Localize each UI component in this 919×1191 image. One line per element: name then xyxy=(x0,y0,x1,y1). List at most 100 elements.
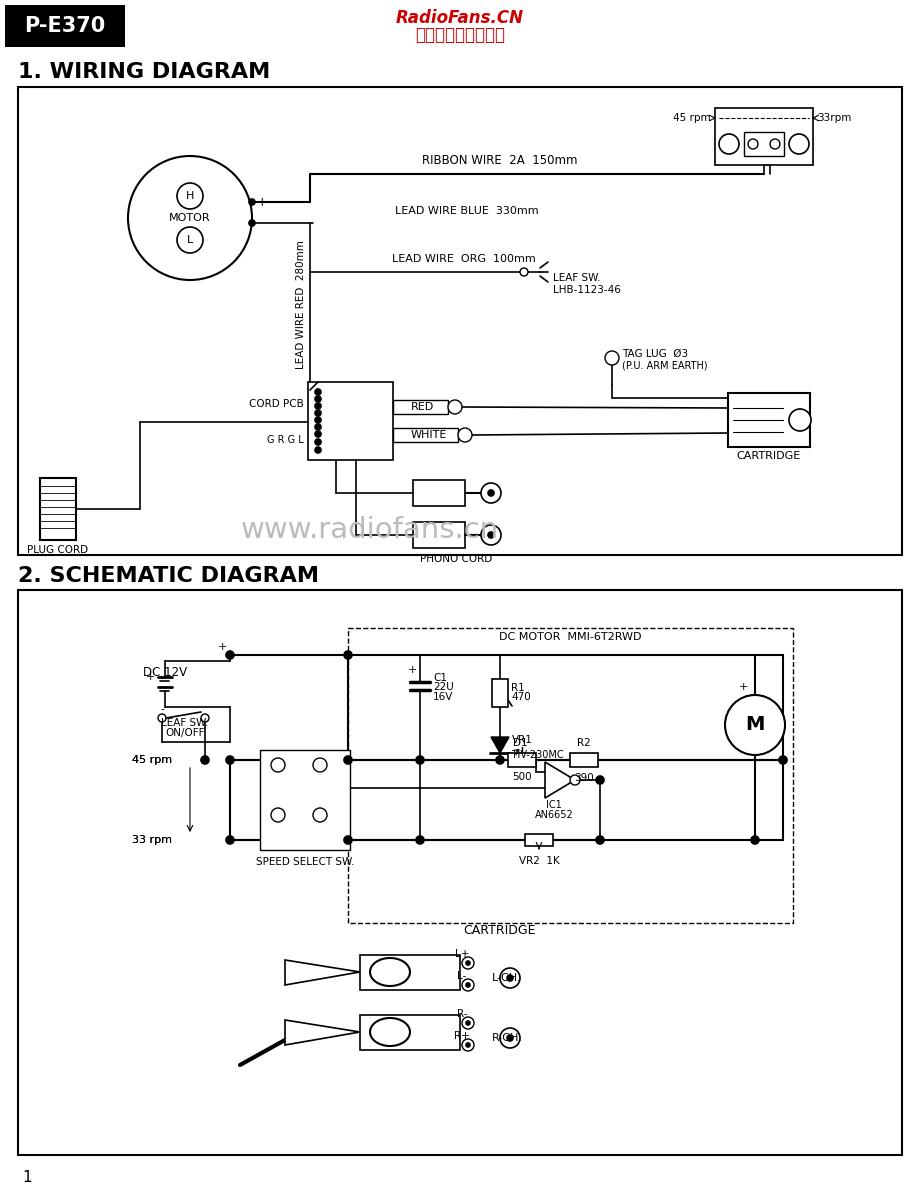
Circle shape xyxy=(314,403,321,409)
Bar xyxy=(308,382,392,460)
Text: L: L xyxy=(187,235,193,245)
Text: R-: R- xyxy=(456,1009,467,1019)
Bar xyxy=(392,428,458,442)
Text: 2. SCHEMATIC DIAGRAM: 2. SCHEMATIC DIAGRAM xyxy=(18,566,319,586)
Ellipse shape xyxy=(369,1018,410,1046)
Bar xyxy=(413,480,464,506)
Bar xyxy=(18,87,901,555)
Text: 45 rpm: 45 rpm xyxy=(131,755,172,765)
Circle shape xyxy=(314,395,321,403)
Text: R+: R+ xyxy=(454,1031,470,1041)
Text: RED: RED xyxy=(411,403,434,412)
Circle shape xyxy=(747,139,757,149)
Circle shape xyxy=(769,139,779,149)
Bar xyxy=(359,955,460,990)
Circle shape xyxy=(226,756,233,763)
Circle shape xyxy=(314,447,321,453)
Circle shape xyxy=(314,389,321,395)
Circle shape xyxy=(200,713,209,722)
Circle shape xyxy=(312,757,326,772)
Bar xyxy=(714,108,812,166)
Text: CARTRIDGE: CARTRIDGE xyxy=(463,923,536,936)
Circle shape xyxy=(448,400,461,414)
Circle shape xyxy=(724,696,784,755)
Circle shape xyxy=(226,651,233,659)
Circle shape xyxy=(249,220,255,226)
Text: 45 rpm: 45 rpm xyxy=(673,113,710,123)
Circle shape xyxy=(466,983,470,987)
Text: DC 12V: DC 12V xyxy=(142,666,187,679)
Circle shape xyxy=(719,135,738,154)
Bar xyxy=(525,834,552,846)
Text: RadioFans.CN: RadioFans.CN xyxy=(395,10,524,27)
Text: D1: D1 xyxy=(513,738,528,748)
Text: MOTOR: MOTOR xyxy=(169,213,210,223)
Text: VR2  1K: VR2 1K xyxy=(518,856,559,866)
Circle shape xyxy=(461,979,473,991)
Circle shape xyxy=(506,1035,513,1041)
Text: TAG LUG  Ø3: TAG LUG Ø3 xyxy=(621,349,687,358)
Text: CARTRIDGE: CARTRIDGE xyxy=(736,451,800,461)
Circle shape xyxy=(519,268,528,276)
Circle shape xyxy=(506,975,513,981)
Circle shape xyxy=(312,807,326,822)
Text: L+: L+ xyxy=(454,949,469,959)
Circle shape xyxy=(778,756,786,763)
Text: +: + xyxy=(407,665,416,675)
Circle shape xyxy=(605,351,618,364)
Text: C1: C1 xyxy=(433,673,447,682)
Text: +: + xyxy=(217,642,226,651)
Circle shape xyxy=(314,439,321,445)
Circle shape xyxy=(176,227,203,252)
Text: VR1: VR1 xyxy=(511,735,532,746)
Text: LEAD WIRE RED  280mm: LEAD WIRE RED 280mm xyxy=(296,241,306,369)
Ellipse shape xyxy=(369,958,410,986)
Circle shape xyxy=(481,525,501,545)
Circle shape xyxy=(314,417,321,423)
Text: www.radiofans.cn: www.radiofans.cn xyxy=(241,516,499,544)
Polygon shape xyxy=(491,737,508,753)
Text: SPEED SELECT SW.: SPEED SELECT SW. xyxy=(255,858,354,867)
Bar xyxy=(727,393,809,447)
Circle shape xyxy=(158,713,165,722)
Text: AN6652: AN6652 xyxy=(534,810,573,819)
Polygon shape xyxy=(544,762,574,798)
Text: LEAF SW.: LEAF SW. xyxy=(161,718,209,728)
Circle shape xyxy=(466,1043,470,1047)
Bar xyxy=(570,753,597,767)
Circle shape xyxy=(789,409,811,431)
Text: 33 rpm: 33 rpm xyxy=(131,835,172,844)
Text: 16V: 16V xyxy=(433,692,453,701)
Circle shape xyxy=(466,961,470,965)
Text: HV-230MC: HV-230MC xyxy=(513,750,563,760)
Circle shape xyxy=(596,777,604,784)
Text: +: + xyxy=(145,672,154,682)
Text: DC MOTOR  MMI-6T2RWD: DC MOTOR MMI-6T2RWD xyxy=(499,632,641,642)
Text: 390: 390 xyxy=(573,773,594,782)
Circle shape xyxy=(314,431,321,437)
Circle shape xyxy=(596,836,604,844)
Circle shape xyxy=(249,199,255,205)
Circle shape xyxy=(415,756,424,763)
Circle shape xyxy=(200,756,209,763)
Circle shape xyxy=(789,135,808,154)
Text: 470: 470 xyxy=(510,692,530,701)
Text: LEAF SW.: LEAF SW. xyxy=(552,273,600,283)
Circle shape xyxy=(499,1028,519,1048)
Circle shape xyxy=(461,958,473,969)
Text: +: + xyxy=(738,682,747,692)
Bar xyxy=(5,5,125,46)
Circle shape xyxy=(481,484,501,503)
Text: CORD PCB: CORD PCB xyxy=(249,399,303,409)
Bar xyxy=(347,628,792,923)
Circle shape xyxy=(176,183,203,208)
Text: WHITE: WHITE xyxy=(411,430,447,439)
Circle shape xyxy=(128,156,252,280)
Bar xyxy=(359,1015,460,1050)
Text: -: - xyxy=(160,704,164,713)
Circle shape xyxy=(314,410,321,416)
Circle shape xyxy=(458,428,471,442)
Text: P-E370: P-E370 xyxy=(24,15,106,36)
Circle shape xyxy=(461,1017,473,1029)
Circle shape xyxy=(570,775,579,785)
